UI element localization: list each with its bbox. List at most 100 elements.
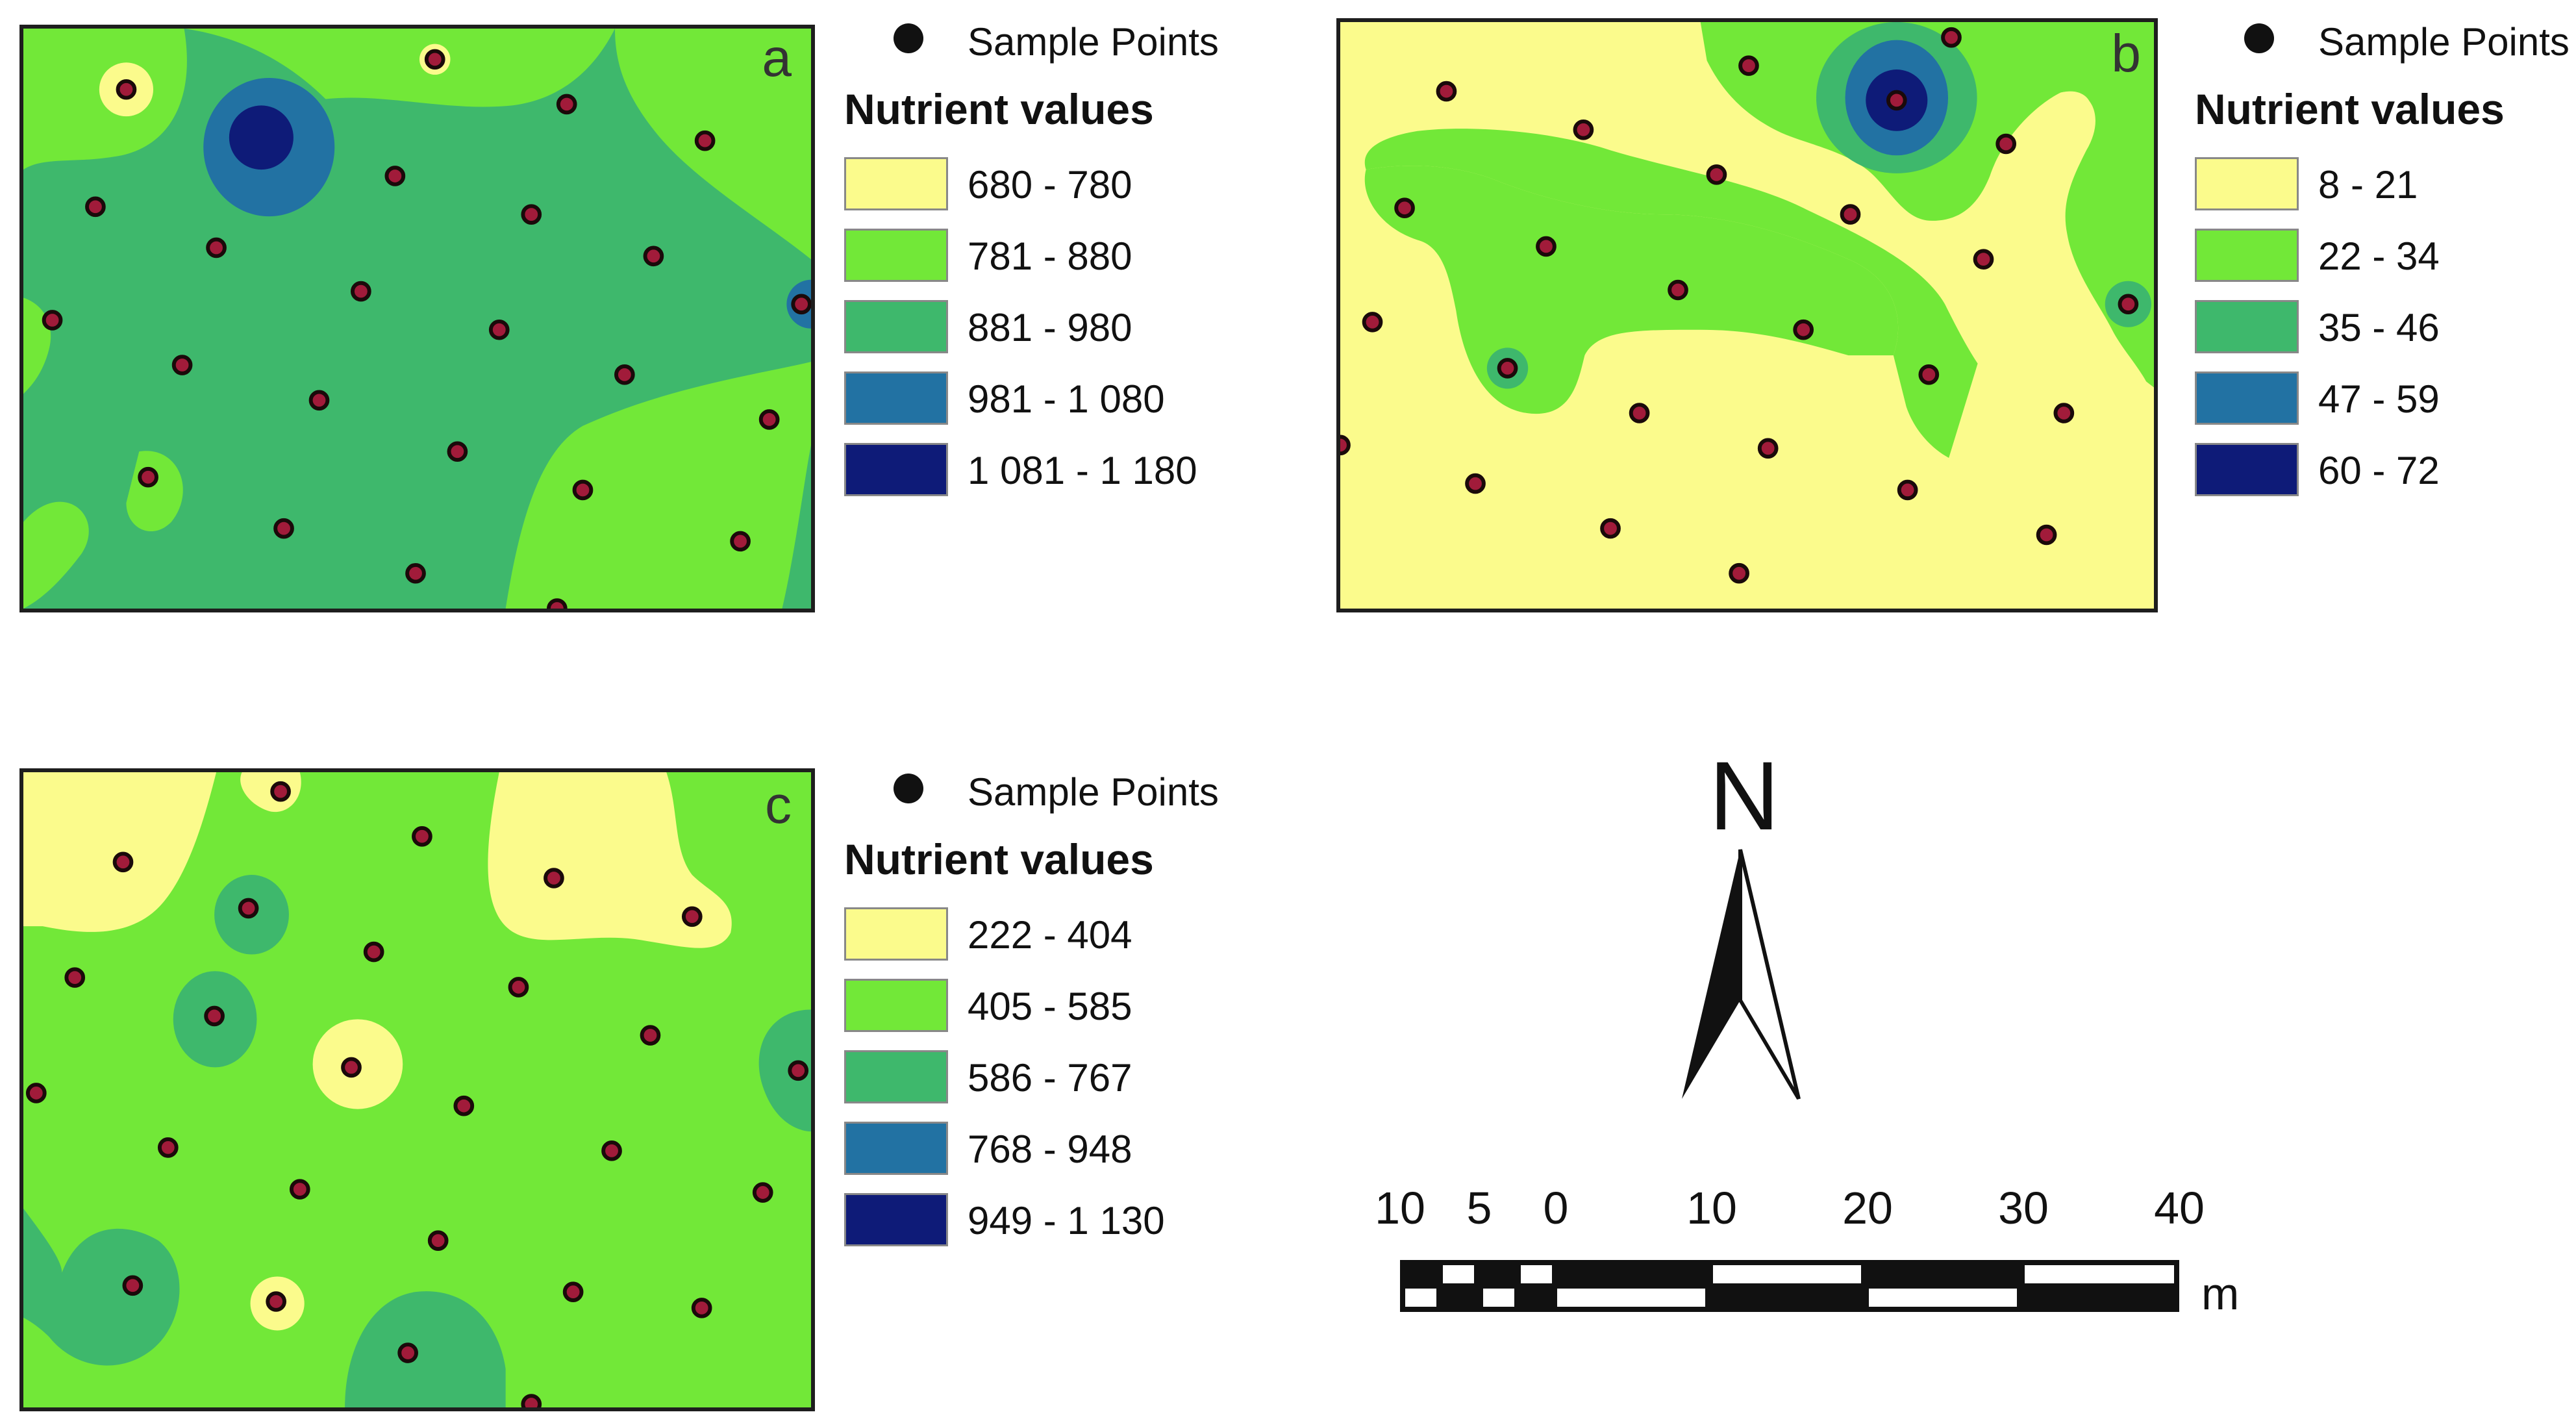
sample-point [1436, 81, 1457, 102]
sample-point [308, 390, 330, 411]
legend-class-label: 781 - 880 [968, 234, 1132, 278]
legend-class-label: 949 - 1 130 [968, 1199, 1165, 1242]
legend-swatch [844, 1193, 948, 1246]
sample-point-marker [894, 23, 923, 53]
sample-point [64, 967, 86, 988]
legend-title: Nutrient values [844, 835, 1154, 883]
sample-point [694, 130, 716, 151]
zone-yellow [488, 772, 732, 948]
sample-point [116, 79, 137, 100]
sample-point [1729, 562, 1749, 584]
legend-sample-label: Sample Points [968, 770, 1219, 814]
zone-light-green [184, 29, 615, 107]
sample-point [508, 977, 529, 998]
legend-swatch [844, 1050, 948, 1103]
zone-green [23, 1208, 180, 1366]
sample-point [1793, 319, 1814, 340]
map-panel-b: b [1336, 18, 2158, 612]
sample-point [1536, 236, 1557, 257]
legend-class-label: 8 - 21 [2318, 163, 2418, 207]
sample-point [562, 1281, 584, 1302]
scale-tick-label: 10 [1375, 1183, 1425, 1233]
sample-point [384, 166, 406, 186]
north-arrow: N [1649, 741, 1844, 1100]
sample-point [1362, 312, 1383, 333]
scale-tick-label: 20 [1842, 1183, 1893, 1233]
sample-point [1941, 27, 1962, 48]
sample-point [112, 851, 134, 873]
sample-point [341, 1057, 362, 1078]
sample-point [412, 825, 432, 847]
legend-class-label: 586 - 767 [968, 1056, 1132, 1100]
legend-sample-points: Sample Points [2244, 19, 2570, 64]
legend-sample-label: Sample Points [2318, 20, 2570, 64]
sample-point [556, 94, 577, 115]
sample-point [614, 364, 635, 385]
scale-unit: m [2201, 1268, 2240, 1319]
north-arrow-icon [1682, 849, 1801, 1100]
legend-c: Sample Points Nutrient values 222 - 404 … [844, 763, 1247, 1257]
map-b-surface [1340, 22, 2154, 609]
sample-point [1886, 90, 1907, 111]
sample-point [273, 518, 294, 539]
sample-point [1340, 434, 1351, 456]
sample-point [1465, 473, 1486, 494]
map-panel-c: c [19, 768, 815, 1411]
map-a-surface [23, 29, 811, 609]
sample-point [138, 466, 158, 488]
legend-title: Nutrient values [2195, 85, 2505, 133]
sample-point [1600, 518, 1621, 539]
legend-a: Sample Points Nutrient values 680 - 780 … [844, 13, 1247, 507]
sample-point [206, 237, 227, 258]
sample-point [643, 246, 664, 267]
zone-dark-blue [229, 105, 294, 170]
sample-point [521, 1394, 542, 1407]
zone-yellow [23, 772, 217, 932]
sample-point [601, 1140, 622, 1161]
scale-tick-label: 5 [1466, 1183, 1492, 1233]
sample-point [1668, 279, 1688, 301]
scale-tick-label: 40 [2154, 1183, 2205, 1233]
legend-class-label: 981 - 1 080 [968, 377, 1165, 421]
legend-sample-label: Sample Points [968, 20, 1219, 64]
north-label: N [1709, 741, 1780, 850]
panel-letter-c: c [765, 775, 792, 835]
legend-swatch [2195, 371, 2299, 425]
sample-point [397, 1342, 418, 1363]
sample-point [363, 941, 384, 963]
sample-point [238, 898, 259, 919]
legend-class-label: 47 - 59 [2318, 377, 2440, 421]
sample-point [2036, 524, 2057, 546]
zone-light-green [126, 451, 183, 532]
zone-light-green [1364, 129, 2011, 466]
legend-swatch [844, 300, 948, 353]
legend-class-label: 222 - 404 [968, 913, 1132, 957]
map-c-surface [23, 772, 811, 1407]
legend-swatch [2195, 157, 2299, 210]
sample-point [351, 281, 371, 302]
sample-point [752, 1182, 773, 1203]
sample-point [730, 531, 751, 552]
legend-sample-points: Sample Points [894, 770, 1219, 814]
zone-light-green [1700, 22, 2154, 388]
legend-swatch [844, 979, 948, 1032]
zone-light-green [505, 362, 811, 609]
legend-swatch [844, 443, 948, 496]
sample-point [122, 1275, 144, 1296]
sample-point [758, 409, 780, 430]
legend-class-label: 60 - 72 [2318, 449, 2440, 492]
sample-point [572, 479, 594, 501]
sample-point [266, 1291, 286, 1312]
legend-sample-points: Sample Points [894, 19, 1219, 64]
sample-point [2053, 403, 2075, 423]
sample-point-marker [2244, 23, 2274, 53]
sample-point [447, 441, 468, 462]
legend-swatch [844, 229, 948, 282]
sample-point [1897, 479, 1918, 501]
sample-point-marker [894, 774, 923, 803]
sample-point [427, 1230, 449, 1251]
sample-point [42, 310, 63, 331]
sample-point [1757, 438, 1779, 459]
sample-point [1573, 120, 1594, 140]
legend-swatch [2195, 443, 2299, 496]
